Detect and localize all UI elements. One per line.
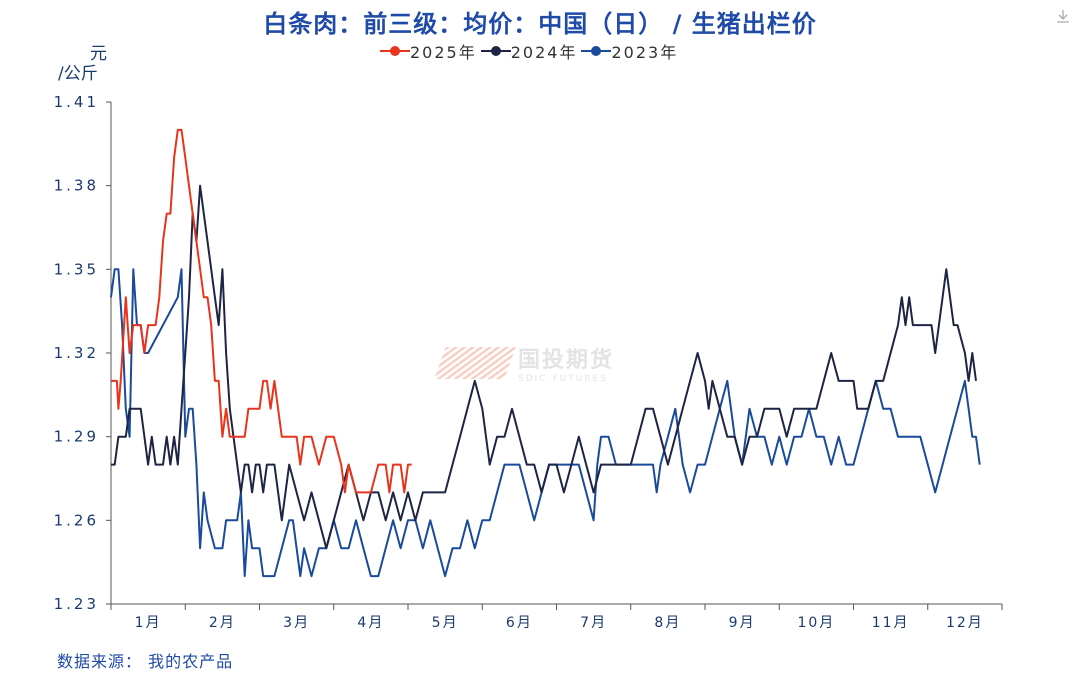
legend-label-2024: 2024年: [510, 43, 578, 62]
unit-top: 元: [90, 44, 107, 64]
legend: 2025年 2024年 2023年: [380, 39, 678, 63]
watermark: 国投期货 SDIC FUTURES: [434, 342, 615, 384]
download-icon[interactable]: [1055, 8, 1071, 24]
legend-item-2024[interactable]: 2024年: [480, 39, 578, 63]
watermark-en: SDIC FUTURES: [518, 374, 608, 384]
x-tick-label: 10月: [797, 615, 835, 631]
download-glyph: [1057, 10, 1069, 23]
x-tick-label: 7月: [580, 615, 607, 631]
x-tick-label: 12月: [946, 615, 984, 631]
source-note: 数据来源： 我的农产品: [57, 652, 234, 671]
legend-item-2023[interactable]: 2023年: [581, 39, 678, 63]
series-line-2023年: [110, 268, 981, 578]
legend-swatch-2023: [581, 45, 612, 57]
x-tick-label: 6月: [506, 615, 533, 631]
y-tick-label: 1.35: [54, 260, 99, 278]
watermark-cn: 国投期货: [518, 348, 615, 373]
legend-label-2025: 2025年: [410, 43, 477, 62]
series-line-2024年: [111, 184, 977, 550]
x-tick-label: 5月: [432, 615, 459, 631]
x-tick-label: 1月: [135, 615, 162, 631]
x-tick-label: 2月: [209, 615, 236, 631]
y-tick-label: 1.26: [54, 511, 99, 529]
x-tick-label: 3月: [283, 615, 310, 631]
watermark-logo-icon: [434, 347, 516, 379]
x-tick-label: 9月: [729, 615, 756, 631]
y-tick-label: 1.41: [54, 93, 99, 111]
series-line-2025年: [111, 128, 412, 494]
legend-item-2025[interactable]: 2025年: [380, 39, 477, 63]
legend-swatch-2024: [480, 45, 511, 57]
chart-title: 白条肉：前三级：均价：中国（日） / 生猪出栏价: [263, 10, 817, 38]
y-tick-label: 1.38: [54, 177, 99, 195]
legend-label-2023: 2023年: [611, 43, 679, 62]
x-tick-label: 4月: [357, 615, 384, 631]
x-tick-label: 8月: [654, 615, 681, 631]
y-tick-label: 1.32: [54, 344, 99, 362]
x-tick-label: 11月: [872, 615, 910, 631]
y-tick-label: 1.29: [54, 428, 99, 446]
y-tick-label: 1.23: [54, 595, 99, 613]
legend-swatch-2025: [380, 45, 410, 57]
unit-bottom: /公斤: [58, 64, 98, 84]
